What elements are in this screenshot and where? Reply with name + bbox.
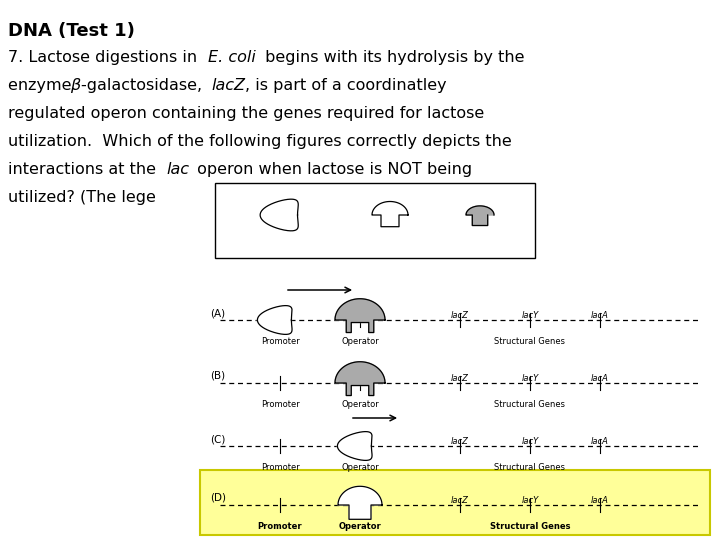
Polygon shape (335, 362, 385, 395)
Text: lacZ: lacZ (451, 311, 469, 320)
Text: (B): (B) (210, 371, 225, 381)
Text: operon when lactose is NOT being: operon when lactose is NOT being (192, 162, 472, 177)
Text: Promoter: Promoter (261, 337, 300, 346)
Text: Repressor protein: Repressor protein (350, 242, 430, 251)
Text: Structural Genes: Structural Genes (495, 463, 565, 472)
Text: Operator: Operator (338, 522, 382, 531)
Text: (C): (C) (210, 434, 225, 444)
Polygon shape (466, 206, 494, 226)
Text: lacZ: lacZ (451, 374, 469, 383)
Text: (A): (A) (210, 308, 225, 318)
Text: lacA: lacA (591, 496, 609, 505)
Text: lacA: lacA (591, 374, 609, 383)
Polygon shape (260, 199, 298, 231)
Polygon shape (338, 431, 372, 461)
Text: lacY: lacY (521, 437, 539, 446)
Text: Structural Genes: Structural Genes (490, 522, 570, 531)
Text: Lactose: Lactose (462, 242, 498, 251)
Text: Promoter: Promoter (261, 463, 300, 472)
Text: enzyme: enzyme (8, 78, 76, 93)
Text: Promoter: Promoter (261, 400, 300, 409)
Text: lacZ: lacZ (451, 437, 469, 446)
Text: lac: lac (166, 162, 189, 177)
Text: utilization.  Which of the following figures correctly depicts the: utilization. Which of the following figu… (8, 134, 512, 149)
Text: -galactosidase,: -galactosidase, (81, 78, 207, 93)
Text: lacY: lacY (521, 496, 539, 505)
Text: (D): (D) (210, 493, 226, 503)
Text: E. coli: E. coli (208, 50, 256, 65)
Text: Promoter: Promoter (258, 522, 302, 531)
Text: Structural Genes: Structural Genes (495, 337, 565, 346)
Bar (200, 470, 710, 535)
Text: RNA polymerase: RNA polymerase (248, 242, 323, 251)
Text: Operator: Operator (341, 337, 379, 346)
Text: , is part of a coordinatley: , is part of a coordinatley (245, 78, 446, 93)
Text: Operator: Operator (341, 400, 379, 409)
Bar (215, 183, 535, 258)
Text: DNA (Test 1): DNA (Test 1) (8, 22, 135, 40)
Text: trated): trated) (458, 190, 513, 205)
Polygon shape (338, 487, 382, 519)
Text: lacY: lacY (521, 311, 539, 320)
Text: interactions at the: interactions at the (8, 162, 161, 177)
Text: Operator: Operator (341, 463, 379, 472)
Polygon shape (372, 201, 408, 227)
Text: 7. Lactose digestions in: 7. Lactose digestions in (8, 50, 202, 65)
Text: β: β (70, 78, 80, 93)
Text: lacZ: lacZ (451, 496, 469, 505)
Text: lacA: lacA (591, 437, 609, 446)
Text: utilized? (The lege: utilized? (The lege (8, 190, 156, 205)
Polygon shape (335, 299, 385, 333)
Text: lacY: lacY (521, 374, 539, 383)
Text: lacZ: lacZ (211, 78, 245, 93)
Text: lacA: lacA (591, 311, 609, 320)
Polygon shape (258, 306, 292, 334)
Text: begins with its hydrolysis by the: begins with its hydrolysis by the (260, 50, 524, 65)
Text: regulated operon containing the genes required for lactose: regulated operon containing the genes re… (8, 106, 485, 121)
Text: Structural Genes: Structural Genes (495, 400, 565, 409)
